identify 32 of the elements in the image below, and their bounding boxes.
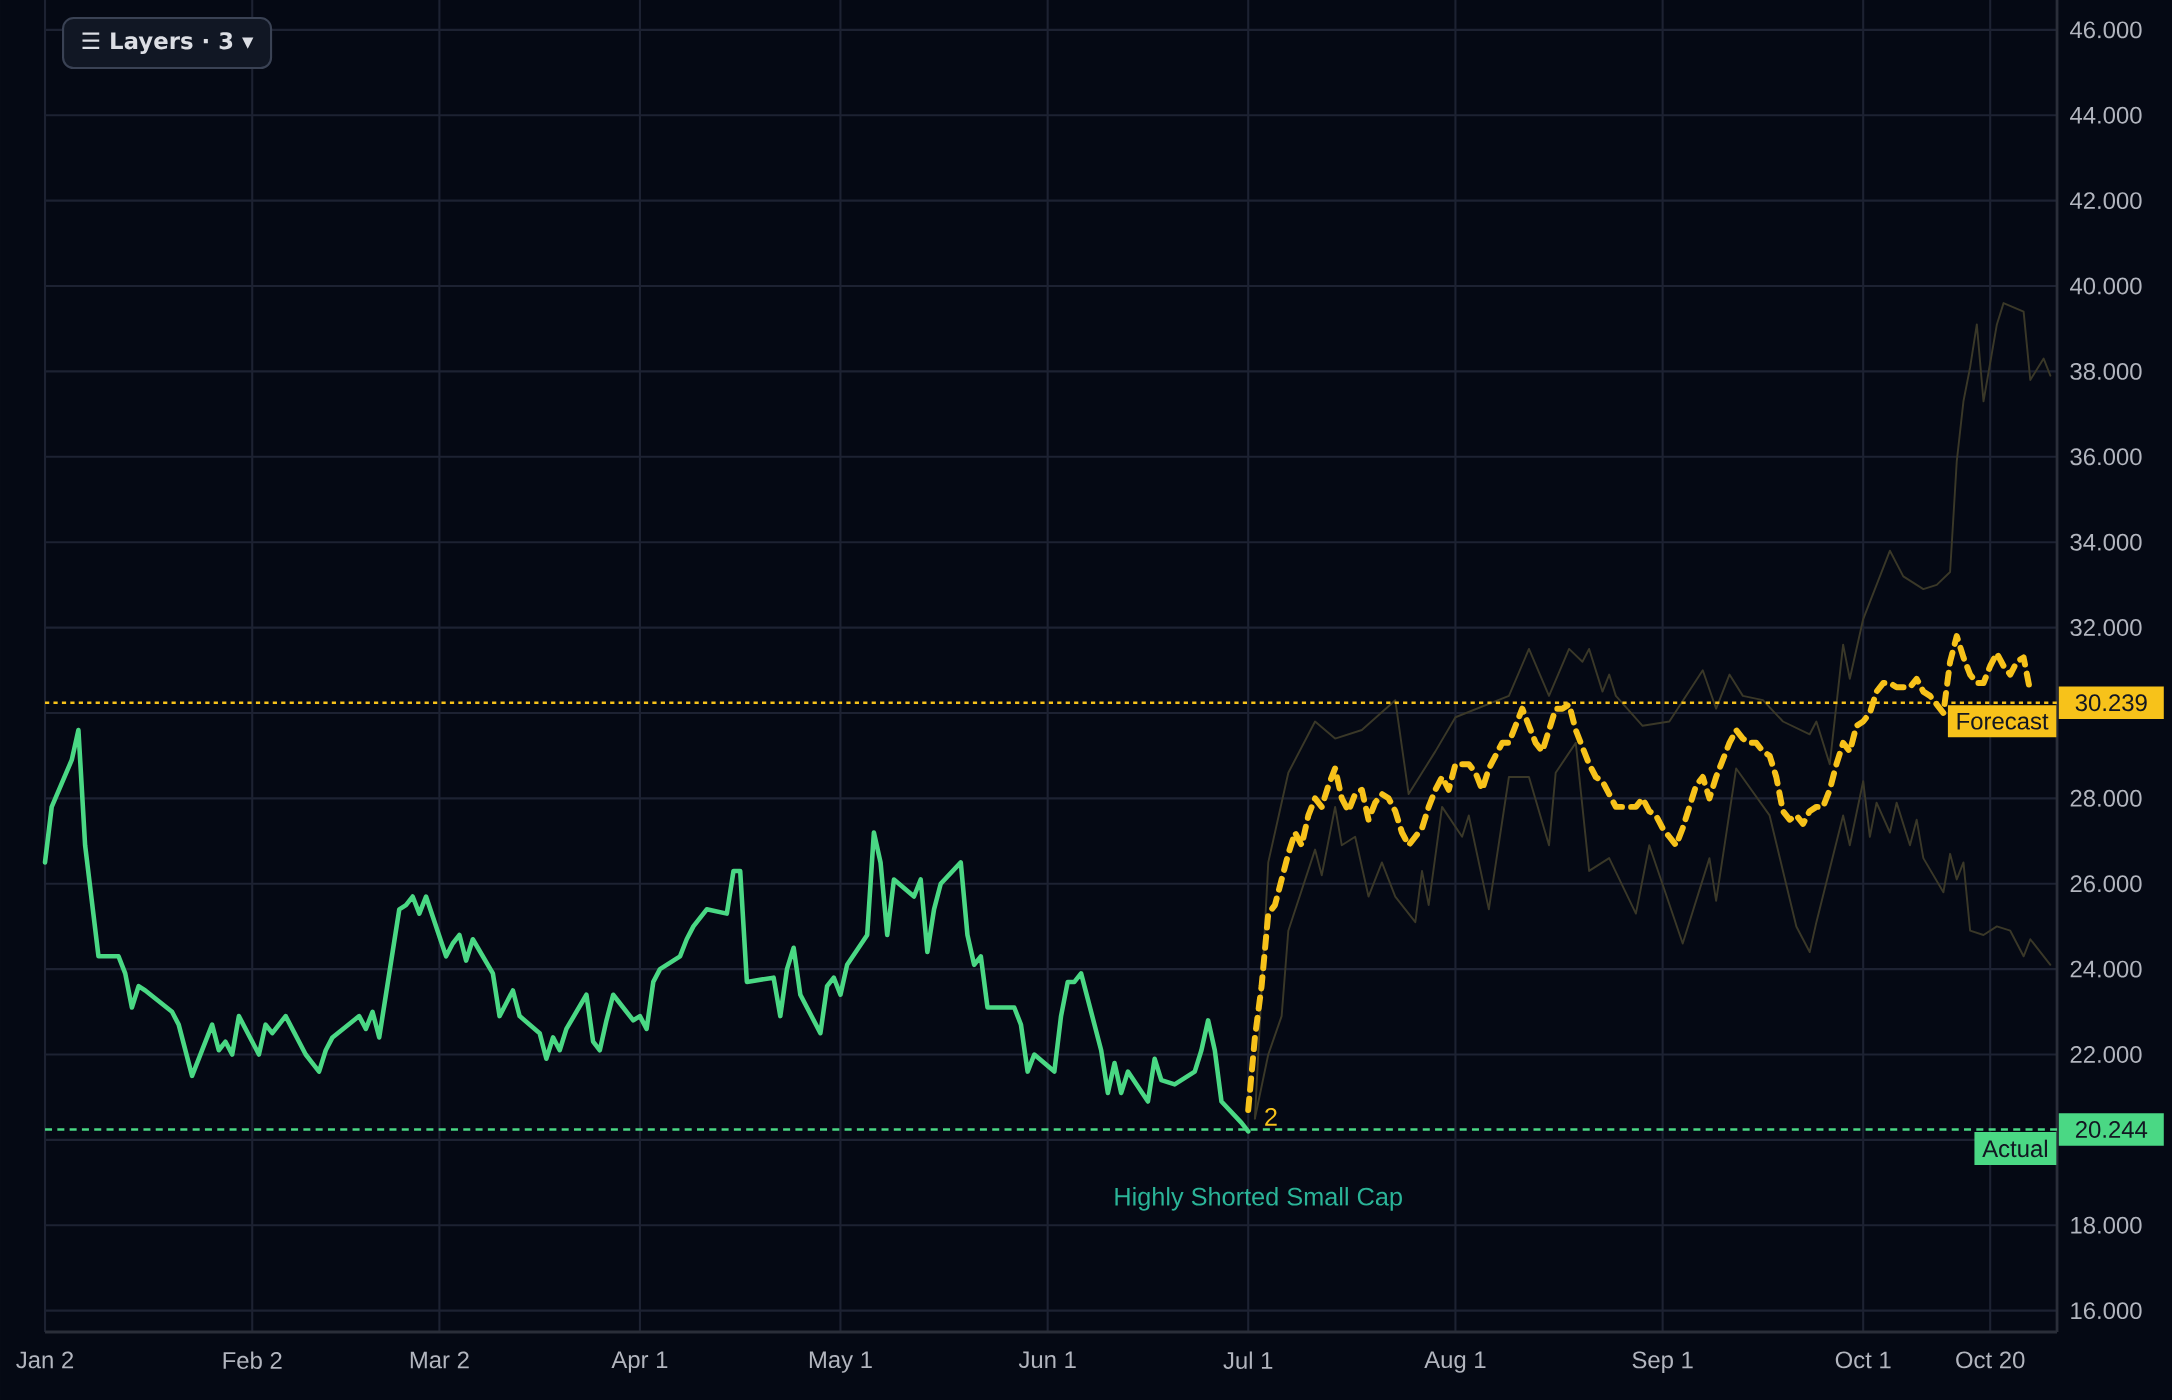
y-tick-label: 20.244: [2075, 1121, 2148, 1138]
ref-line-label: Forecast: [1957, 712, 2049, 730]
x-tick-label: Feb 2: [223, 1351, 282, 1369]
y-tick-label: 36.000: [2070, 448, 2142, 466]
y-tick-label: 44.000: [2070, 106, 2142, 124]
y-tick-label: 22.000: [2070, 1046, 2142, 1063]
annotation: 2: [1265, 1108, 1277, 1126]
annotation: ☰ Layers · 3 ▾: [82, 32, 254, 54]
x-tick-label: May 1: [809, 1351, 872, 1373]
y-tick-label: 28.000: [2070, 789, 2142, 807]
y-tick-label: 26.000: [2070, 875, 2142, 893]
ref-line-label: Actual: [1982, 1139, 2047, 1158]
y-tick-label: 42.000: [2070, 192, 2142, 210]
y-tick-label: 34.000: [2070, 533, 2142, 551]
y-tick-label: 46.000: [2070, 21, 2142, 39]
x-tick-label: Mar 2: [410, 1351, 469, 1369]
x-tick-label: Aug 1: [1424, 1351, 1486, 1373]
annotation: Highly Shorted Small Cap: [1115, 1187, 1402, 1211]
y-tick-label: 30.239: [2075, 694, 2147, 712]
x-tick-label: Jun 1: [1018, 1351, 1076, 1369]
y-tick-label: 40.000: [2070, 277, 2142, 295]
y-tick-label: 24.000: [2070, 960, 2142, 978]
x-tick-label: Oct 1: [1835, 1351, 1891, 1369]
y-tick-label: 32.000: [2070, 619, 2142, 637]
x-tick-label: Jan 2: [16, 1351, 74, 1369]
x-tick-label: Jul 1: [1223, 1351, 1273, 1369]
y-tick-label: 16.000: [2071, 1302, 2142, 1320]
x-tick-label: Oct 20: [1956, 1351, 2025, 1369]
y-tick-label: 38.000: [2070, 362, 2142, 380]
y-tick-label: 18.000: [2071, 1216, 2142, 1234]
x-tick-label: Sep 1: [1632, 1351, 1693, 1374]
x-tick-label: Apr 1: [611, 1351, 668, 1373]
